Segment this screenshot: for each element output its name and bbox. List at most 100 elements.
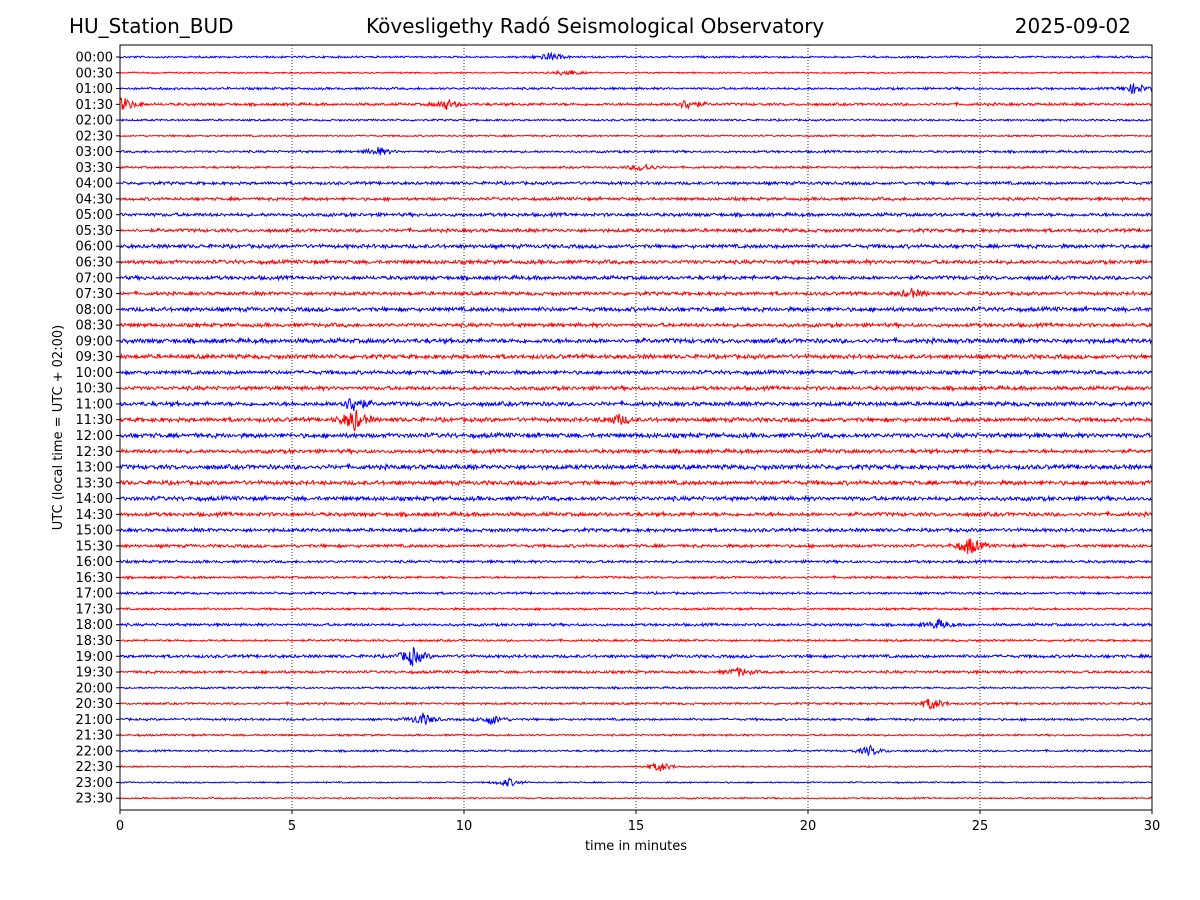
y-tick-label: 07:00	[76, 271, 113, 286]
trace-1530	[119, 538, 1153, 555]
trace-1730	[119, 606, 1153, 612]
y-tick-label: 15:30	[76, 539, 113, 554]
observatory-title: Kövesligethy Radó Seismological Observat…	[366, 14, 825, 38]
trace-2330	[119, 796, 1153, 801]
trace-1000	[119, 368, 1153, 377]
trace-2000	[119, 685, 1153, 691]
trace-0600	[120, 242, 1153, 251]
y-tick-label: 07:30	[76, 287, 113, 302]
trace-1400	[119, 494, 1153, 503]
y-tick-label: 02:00	[76, 114, 113, 129]
y-tick-label: 06:30	[76, 256, 113, 271]
trace-1930	[119, 667, 1153, 677]
trace-0700	[119, 273, 1153, 282]
y-tick-label: 04:00	[76, 177, 113, 192]
y-tick-label: 02:30	[76, 129, 113, 144]
y-tick-label: 19:00	[76, 650, 113, 665]
y-tick-label: 04:30	[76, 192, 113, 207]
trace-1500	[119, 526, 1153, 534]
y-tick-label: 13:00	[76, 461, 113, 476]
trace-2130	[119, 732, 1153, 738]
y-tick-label: 09:00	[76, 334, 113, 349]
grid-lines	[291, 45, 981, 810]
y-axis-label: UTC (local time = UTC + 02:00)	[51, 325, 66, 530]
y-tick-label: 23:30	[76, 792, 113, 807]
x-tick-label: 0	[116, 819, 124, 834]
y-tick-label: 14:30	[76, 508, 113, 523]
trace-1900	[119, 646, 1153, 668]
trace-1130	[119, 409, 1153, 432]
y-tick-label: 18:00	[76, 618, 113, 633]
trace-1030	[119, 384, 1153, 393]
y-tick-label: 05:30	[76, 224, 113, 239]
x-tick-label: 5	[288, 819, 296, 834]
trace-0230	[119, 133, 1153, 138]
trace-0200	[119, 117, 1153, 123]
trace-1300	[119, 462, 1153, 472]
y-tick-label: 17:30	[76, 602, 113, 617]
y-tick-label: 20:30	[76, 697, 113, 712]
date-title: 2025-09-02	[1014, 14, 1131, 38]
trace-0330	[119, 163, 1153, 172]
trace-0030	[119, 69, 1153, 76]
trace-1700	[119, 590, 1153, 596]
y-tick-label: 20:00	[76, 681, 113, 696]
y-tick-label: 16:30	[76, 571, 113, 586]
y-tick-label: 11:00	[76, 397, 113, 412]
x-tick-label: 20	[800, 819, 817, 834]
y-tick-label: 17:00	[76, 587, 113, 602]
y-tick-labels: 00:0000:3001:0001:3002:0002:3003:0003:30…	[76, 51, 120, 807]
x-tick-labels: 0 5 10 15 20 25 30	[116, 810, 1160, 834]
y-tick-label: 10:00	[76, 366, 113, 381]
x-axis-label: time in minutes	[585, 839, 687, 854]
trace-1830	[119, 637, 1153, 643]
y-tick-label: 15:00	[76, 524, 113, 539]
trace-0530	[119, 226, 1153, 234]
y-tick-label: 08:30	[76, 319, 113, 334]
trace-0000	[119, 51, 1153, 61]
y-tick-label: 18:30	[76, 634, 113, 649]
trace-0430	[119, 195, 1153, 203]
y-tick-label: 10:30	[76, 382, 113, 397]
trace-0500	[119, 211, 1153, 219]
trace-1230	[119, 447, 1153, 456]
trace-2300	[119, 777, 1153, 787]
y-tick-label: 13:30	[76, 476, 113, 491]
y-tick-label: 21:30	[76, 729, 113, 744]
y-tick-label: 12:00	[76, 429, 113, 444]
x-tick-label: 10	[456, 819, 473, 834]
trace-2230	[119, 761, 1153, 772]
y-tick-label: 01:00	[76, 82, 113, 97]
trace-0800	[119, 305, 1153, 314]
trace-0830	[119, 321, 1153, 330]
y-tick-label: 14:00	[76, 492, 113, 507]
y-tick-label: 00:00	[76, 51, 113, 66]
y-tick-label: 03:00	[76, 145, 113, 160]
trace-1600	[119, 558, 1153, 565]
station-title: HU_Station_BUD	[69, 14, 234, 38]
trace-1630	[119, 574, 1153, 581]
trace-2030	[119, 699, 1153, 710]
trace-0900	[119, 336, 1153, 346]
x-tick-label: 25	[972, 819, 989, 834]
trace-2200	[119, 744, 1152, 757]
y-tick-label: 09:30	[76, 350, 113, 365]
trace-0300	[119, 147, 1153, 156]
trace-0100	[119, 83, 1153, 95]
x-tick-label: 30	[1144, 819, 1161, 834]
trace-0130	[119, 97, 1153, 111]
trace-1430	[119, 510, 1153, 519]
trace-1800	[119, 618, 1153, 630]
y-tick-label: 22:30	[76, 760, 113, 775]
y-tick-label: 08:00	[76, 303, 113, 318]
trace-2100	[119, 712, 1152, 727]
y-tick-label: 00:30	[76, 66, 113, 81]
trace-1330	[119, 478, 1153, 487]
y-tick-label: 06:00	[76, 240, 113, 255]
y-tick-label: 11:30	[76, 413, 113, 428]
trace-1200	[119, 431, 1153, 440]
y-tick-label: 22:00	[76, 744, 113, 759]
y-tick-label: 12:30	[76, 445, 113, 460]
seismic-traces	[119, 51, 1153, 801]
